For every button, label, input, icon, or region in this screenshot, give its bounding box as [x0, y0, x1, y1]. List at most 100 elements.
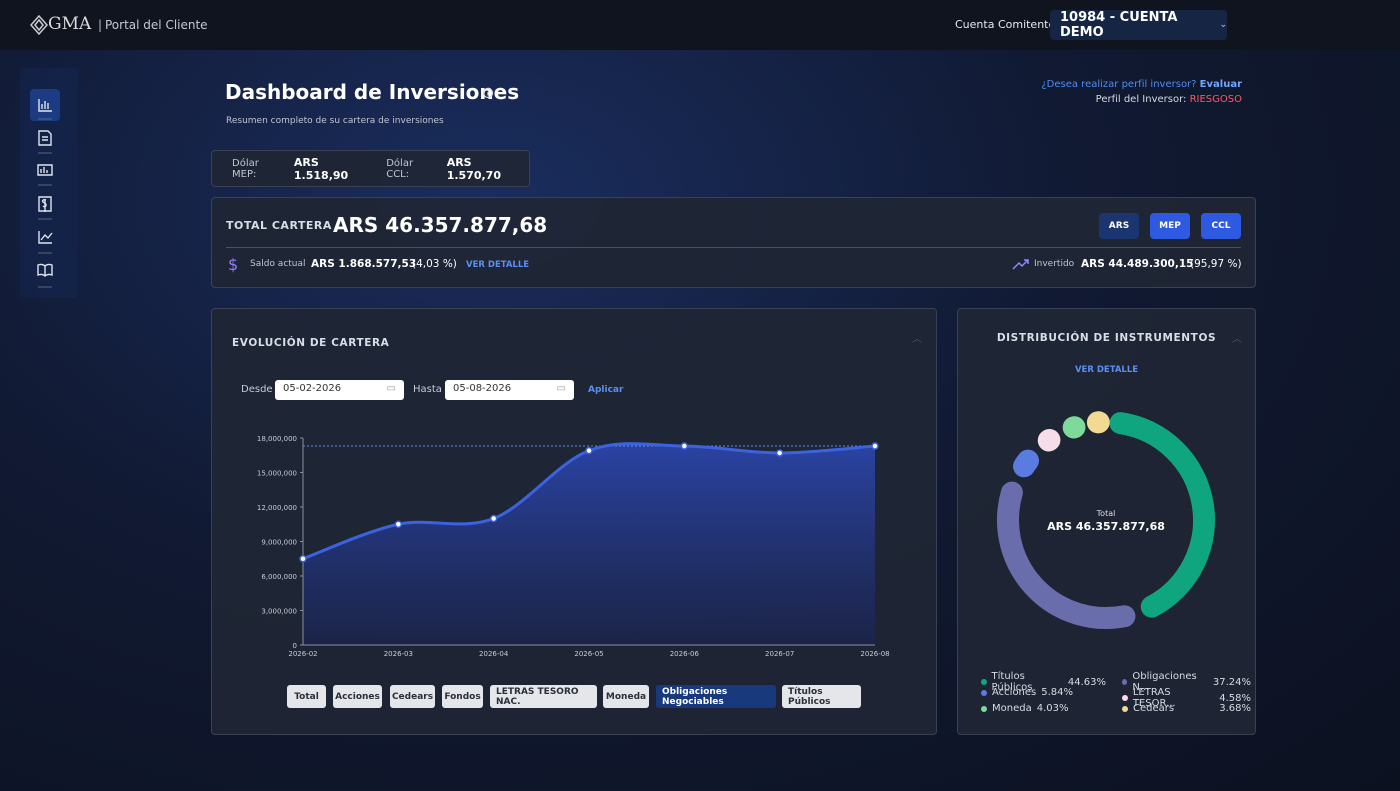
- chevron: ⌄: [1219, 20, 1227, 30]
- filter-button[interactable]: Total: [287, 685, 326, 708]
- calendar-icon: ▭: [556, 383, 566, 394]
- info-icon[interactable]: [482, 87, 494, 99]
- to-date: 05-08-2026: [453, 383, 512, 394]
- x-tick-label: 2026-06: [670, 650, 700, 658]
- icon-money[interactable]: [38, 196, 52, 212]
- filter-button[interactable]: Moneda: [603, 685, 649, 708]
- legend-name: Moneda: [992, 703, 1032, 714]
- saldo-label: Saldo actual: [250, 259, 306, 269]
- profile-link[interactable]: Evaluar: [1199, 79, 1242, 90]
- collapse[interactable]: ︿: [912, 334, 922, 345]
- calendar-icon: ▭: [386, 383, 396, 394]
- legend-item: Moneda 4.03%: [981, 703, 1106, 714]
- legend-dot: [981, 689, 987, 696]
- profile-line: ¿Desea realizar perfil inversor? Evaluar: [942, 79, 1242, 90]
- legend-dot: [1122, 695, 1128, 701]
- saldo-detail[interactable]: VER DETALLE: [466, 260, 530, 270]
- filter-button[interactable]: Cedears: [390, 685, 435, 708]
- point: [775, 449, 784, 457]
- trend-icon: [1012, 259, 1029, 270]
- rates-card: Dólar MEP: ARS 1.518,90 Dólar CCL: ARS 1.57…: [211, 150, 530, 187]
- filter-button[interactable]: Títulos Públicos: [782, 685, 861, 708]
- currency-button[interactable]: MEP: [1150, 213, 1190, 239]
- to-input[interactable]: 05-08-2026 ▭: [445, 380, 574, 400]
- filter-button[interactable]: LETRAS TESORO NAC.: [490, 685, 597, 708]
- donut-segment: [997, 481, 1136, 629]
- legend-name: Obligaciones N...: [1132, 671, 1197, 693]
- distribution-detail[interactable]: VER DETALLE: [1074, 365, 1139, 375]
- point: [489, 514, 498, 523]
- distribution-title: DISTRIBUCIÓN DE INSTRUMENTOS: [996, 332, 1217, 344]
- x-tick-label: 2026-04: [479, 650, 509, 658]
- legend-dot: [981, 679, 987, 685]
- account-label: Cuenta Comitente:: [955, 18, 1059, 31]
- currency-button[interactable]: ARS: [1099, 213, 1139, 239]
- legend-item: Obligaciones N... 37.24%: [1122, 671, 1251, 693]
- x-tick-label: 2026-08: [860, 650, 889, 658]
- icon-trend[interactable]: [38, 231, 53, 244]
- page-subtitle: Resumen completo de su cartera de invers…: [226, 116, 444, 126]
- total-value: ARS 46.357.877,68: [333, 213, 548, 237]
- dollar-icon: $: [228, 255, 239, 274]
- collapse[interactable]: ︿: [1232, 334, 1242, 345]
- y-tick-label: 15,000,000: [257, 470, 297, 478]
- filter-button[interactable]: Obligaciones Negociables: [656, 685, 776, 708]
- separator: |: [98, 18, 103, 32]
- total-card: [211, 197, 1256, 288]
- rate-value: ARS 1.518,90: [293, 155, 349, 182]
- invested-pct: (95,97 %): [1190, 258, 1242, 270]
- point: [871, 442, 879, 450]
- profile-question: ¿Desea realizar perfil inversor?: [1041, 79, 1197, 90]
- donut-chart: Total ARS 46.357.877,68: [997, 411, 1215, 629]
- y-tick-label: 0: [293, 642, 297, 650]
- area: [303, 443, 875, 645]
- profile-line2: Perfil del Inversor: RIESGOSO: [942, 94, 1242, 105]
- legend-value: 3.68%: [1219, 703, 1251, 714]
- y-tick-label: 9,000,000: [261, 539, 297, 547]
- legend-dot: [981, 705, 987, 712]
- apply-button[interactable]: Aplicar: [588, 385, 624, 395]
- legend-value: 4.03%: [1036, 703, 1069, 714]
- total-label: TOTAL CARTERA: [226, 219, 332, 232]
- donut-segment: [1013, 449, 1039, 478]
- legend-value: 44.63%: [1067, 676, 1106, 688]
- evolution-title: EVOLUCIÓN DE CARTERA: [232, 337, 390, 349]
- from-date: 05-02-2026: [283, 383, 342, 394]
- saldo-pct: (4,03 %): [412, 258, 457, 270]
- icon-report[interactable]: [37, 164, 53, 176]
- page-title: Dashboard de Inversiones: [225, 80, 520, 104]
- point: [394, 520, 403, 528]
- logo-icon: [29, 14, 49, 36]
- legend-dot: [1122, 679, 1128, 685]
- from-input[interactable]: 05-02-2026 ▭: [275, 380, 404, 400]
- legend-item: Acciones 5.84%: [981, 687, 1106, 698]
- point: [680, 442, 689, 450]
- legend-value: 5.84%: [1041, 687, 1074, 698]
- filter-button[interactable]: Acciones: [333, 685, 382, 708]
- currency-button[interactable]: CCL: [1201, 213, 1241, 239]
- legend-item: Títulos Públicos 44.63%: [981, 671, 1106, 693]
- legend-name: Títulos Públicos: [991, 671, 1033, 693]
- legend-item: Cedears 3.68%: [1122, 703, 1251, 714]
- saldo-value: ARS 1.868.577,53: [311, 258, 417, 270]
- legend-name: Cedears: [1133, 703, 1175, 714]
- icon-book[interactable]: [37, 263, 53, 277]
- y-tick-label: 3,000,000: [261, 608, 297, 616]
- icon-chart[interactable]: [38, 99, 52, 112]
- account-select[interactable]: 10984 - CUENTA DEMO ⌄: [1050, 10, 1227, 40]
- rate-label: Dólar CCL:: [386, 157, 414, 180]
- legend-dot: [1122, 705, 1128, 712]
- icon-doc[interactable]: [38, 130, 52, 146]
- legend-name: Acciones: [992, 687, 1037, 698]
- x-tick-label: 2026-03: [384, 650, 413, 658]
- x-tick-label: 2026-02: [288, 650, 317, 658]
- y-tick-label: 6,000,000: [261, 573, 297, 581]
- evolution-chart: 0 3,000,000 6,000,000 9,000,000 12,000,000 15…: [257, 435, 890, 658]
- donut-segment: [1109, 412, 1215, 618]
- account: 10984 - CUENTA DEMO: [1060, 10, 1178, 40]
- x-tick-label: 2026-05: [574, 650, 603, 658]
- filter-button[interactable]: Fondos: [442, 685, 483, 708]
- rate-label: Dólar MEP:: [232, 157, 259, 180]
